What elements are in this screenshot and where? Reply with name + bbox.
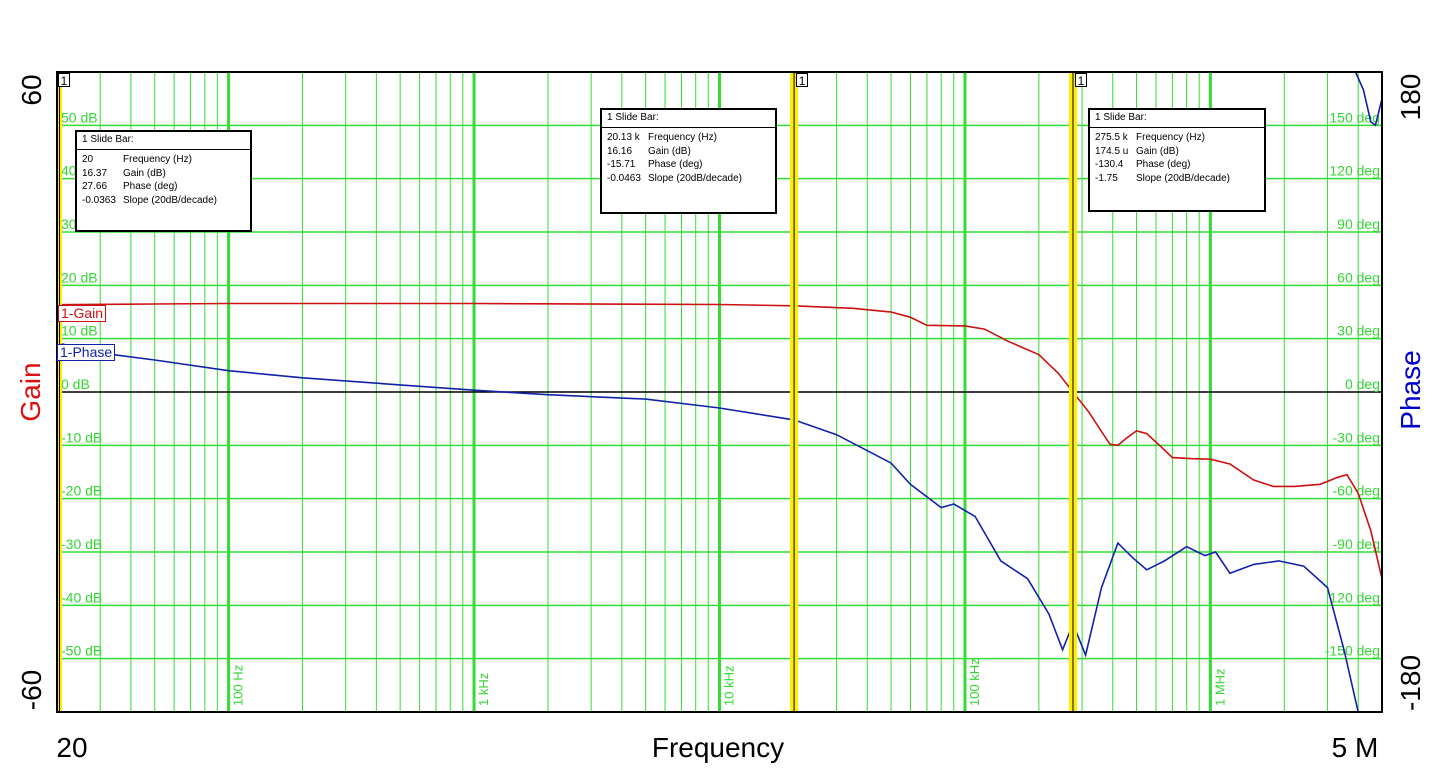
readout-value: 20.13 k: [607, 132, 640, 143]
gain-grid-label: 0 dB: [61, 376, 90, 392]
gain-grid-label: -30 dB: [61, 536, 102, 552]
phase-trace: [56, 342, 1359, 713]
frequency-decade-label: 1 MHz: [1212, 668, 1227, 706]
readout-label: Gain (dB): [648, 145, 691, 157]
readout-label: Slope (20dB/decade): [648, 172, 742, 184]
slide-bar-readout[interactable]: 1 Slide Bar: 20.13 k Frequency (Hz) 16.16…: [600, 108, 777, 214]
readout-label: Phase (deg): [648, 159, 703, 170]
phase-trace-wrapped: [1354, 71, 1383, 127]
frequency-axis-start: 20: [56, 732, 87, 763]
phase-trace-label[interactable]: 1-Phase: [57, 344, 116, 361]
readout-label: Slope (20dB/decade): [123, 194, 217, 206]
frequency-decade-label: 1 kHz: [476, 673, 491, 706]
phase-grid-label: -150 deg: [1325, 643, 1380, 659]
cursor-tag[interactable]: 1: [796, 73, 809, 88]
readout-value: -130.4: [1095, 159, 1124, 170]
readout-title: 1 Slide Bar:: [1090, 110, 1264, 128]
readout-label: Phase (deg): [1136, 159, 1191, 170]
gain-grid-label: -10 dB: [61, 429, 102, 445]
phase-grid-label: -90 deg: [1333, 536, 1380, 552]
gain-grid-label: 40: [61, 163, 77, 179]
readout-value: -0.0363: [82, 194, 116, 206]
phase-grid-label: 0 deg: [1345, 376, 1380, 392]
readout-label: Gain (dB): [123, 167, 166, 179]
readout-value: -15.71: [607, 159, 636, 170]
phase-axis-max: 180: [1395, 74, 1426, 121]
phase-axis-title: Phase: [1395, 350, 1426, 429]
readout-value: -0.0463: [607, 172, 641, 184]
gain-grid-label: 50 dB: [61, 109, 98, 125]
gain-grid-label: -20 dB: [61, 483, 102, 499]
gain-grid-label: 30: [61, 216, 77, 232]
frequency-decade-label: 10 kHz: [722, 666, 737, 706]
phase-grid-label: 120 deg: [1329, 163, 1380, 179]
gain-grid-label: 10 dB: [61, 323, 98, 339]
frequency-decade-label: 100 Hz: [231, 665, 246, 706]
readout-label: Frequency (Hz): [1136, 132, 1205, 143]
gain-axis-title: Gain: [15, 362, 46, 421]
readout-value: 275.5 k: [1095, 132, 1128, 143]
gain-trace: [56, 302, 1383, 579]
readout-value: 16.37: [82, 167, 108, 179]
phase-grid-label: 60 deg: [1337, 269, 1380, 285]
gain-axis-min: -60: [16, 670, 47, 710]
frequency-axis-title: Frequency: [652, 732, 784, 763]
readout-label: Frequency (Hz): [648, 132, 717, 143]
readout-value: 16.16: [607, 145, 633, 157]
phase-grid-label: 120 deg: [1329, 589, 1380, 605]
grid-labels: 50 dB 40 30 20 dB 10 dB 0 dB -10 dB -20 dB -30 d…: [61, 109, 1380, 706]
frequency-axis-end: 5 M: [1332, 732, 1379, 763]
readout-title: 1 Slide Bar:: [602, 110, 775, 128]
cursor-tag[interactable]: 1: [1074, 73, 1087, 88]
frequency-decade-label: 100 kHz: [967, 658, 982, 706]
slide-bar-readout[interactable]: 1 Slide Bar: 20 Frequency (Hz) 16.37 Gain …: [75, 130, 252, 232]
readout-title: 1 Slide Bar:: [77, 132, 250, 150]
gain-axis-max: 60: [16, 74, 47, 105]
phase-grid-label: 30 deg: [1337, 323, 1380, 339]
readout-value: 174.5 u: [1095, 145, 1129, 157]
readout-value: 20: [82, 154, 94, 165]
readout-value: -1.75: [1095, 172, 1118, 184]
readout-value: 27.66: [82, 181, 108, 192]
gain-grid-label: -40 dB: [61, 589, 102, 605]
gain-grid-label: 20 dB: [61, 269, 98, 285]
gain-grid-label: -50 dB: [61, 643, 102, 659]
phase-grid-label: 150 deg: [1329, 109, 1380, 125]
readout-label: Slope (20dB/decade): [1136, 172, 1230, 184]
readout-label: Phase (deg): [123, 181, 178, 192]
gain-trace-label[interactable]: 1-Gain: [58, 305, 107, 322]
cursor-bars: [57, 72, 1077, 712]
phase-grid-label: -30 deg: [1333, 429, 1380, 445]
slide-bar-readout[interactable]: 1 Slide Bar: 275.5 k Frequency (Hz) 174.5…: [1088, 108, 1266, 212]
plot-frame: [56, 71, 1383, 713]
axis-numbers: 60 -60 180 -180 Gain Phase 20 5 M Frequency: [15, 74, 1426, 763]
traces: [56, 71, 1383, 713]
phase-axis-min: -180: [1395, 655, 1426, 711]
readout-label: Frequency (Hz): [123, 154, 192, 165]
cursor-tag[interactable]: 1: [58, 73, 70, 88]
phase-grid-label: 90 deg: [1337, 216, 1380, 232]
readout-label: Gain (dB): [1136, 145, 1179, 157]
